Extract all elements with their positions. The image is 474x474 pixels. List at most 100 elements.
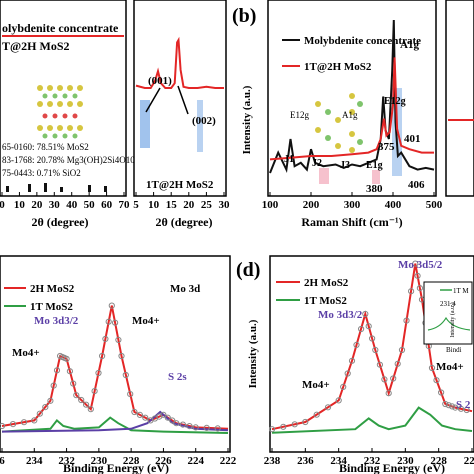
data-point-d xyxy=(376,361,383,368)
panel-label-b: (b) xyxy=(232,5,256,27)
x-tick-label-a-left: 40 xyxy=(66,199,78,211)
series-group-d xyxy=(268,260,473,434)
panel-a-right: (001) (002) 1T@2H MoS2 5 10 15 20 25 30 2θ (d… xyxy=(133,0,230,229)
x-tick-label-a-left: 20 xyxy=(31,199,43,211)
x-tick-label-a-left: 70 xyxy=(119,199,131,211)
x-tick-label-c: 6 xyxy=(0,455,5,467)
x-tick-label-a-left: 50 xyxy=(84,199,96,211)
legend-1t2h-a-right: 1T@2H MoS2 xyxy=(146,179,214,191)
peak-j1: J1 xyxy=(284,154,294,165)
peak-label-002: (002) xyxy=(192,115,216,127)
data-point-d xyxy=(385,390,392,397)
data-point-d xyxy=(268,426,276,433)
xlabel-d: Binding Energy (eV) xyxy=(339,461,445,474)
reference-sticks xyxy=(6,183,107,192)
data-point-c xyxy=(70,380,77,387)
xlabel-b: Raman Shift (cm⁻¹) xyxy=(301,215,402,229)
x-tick-label-d: 236 xyxy=(297,455,314,467)
data-point-d xyxy=(381,376,388,383)
data-point-c xyxy=(115,336,122,343)
data-point-c xyxy=(122,371,129,379)
panel-c-frame xyxy=(0,255,231,453)
data-point-d xyxy=(291,421,298,428)
peak-j3: J3 xyxy=(340,160,350,171)
data-point-c xyxy=(73,392,80,399)
peak-mo4-left-d: Mo4+ xyxy=(302,379,330,391)
series-line-d-1 xyxy=(271,406,473,434)
arrow-002 xyxy=(177,85,189,115)
x-tick-label-b: 400 xyxy=(385,199,402,211)
x-tick-label-d: 238 xyxy=(264,455,281,467)
data-point-d xyxy=(302,418,309,426)
xlabel-a-right: 2θ (degree) xyxy=(155,215,212,229)
data-point-c xyxy=(99,352,106,360)
raman-molecule-icon xyxy=(315,93,363,153)
peak-mo4-left-c: Mo4+ xyxy=(12,347,40,359)
x-tick-label-a-right: 25 xyxy=(201,199,213,211)
series-group-b xyxy=(269,19,435,174)
data-point-c xyxy=(142,414,149,421)
x-tick-label-d: 226 xyxy=(464,455,474,467)
data-point-c xyxy=(95,369,102,377)
data-point-c xyxy=(36,410,43,417)
data-point-d xyxy=(433,377,440,384)
ylabel-d: Intensity (a.u.) xyxy=(247,319,259,388)
data-point-c xyxy=(127,391,134,398)
data-point-d xyxy=(365,323,372,330)
panel-a-right-frame xyxy=(133,0,227,197)
legend-2h-c: 2H MoS2 xyxy=(30,283,75,295)
x-tick-label-c: 234 xyxy=(26,455,43,467)
peak-406: 406 xyxy=(408,179,425,191)
ylabel-b: Intensity (a.u.) xyxy=(241,85,253,154)
x-tick-label-a-right: 30 xyxy=(219,199,231,211)
highlight-002 xyxy=(197,100,203,152)
data-point-d xyxy=(412,260,419,267)
c-ticks: 6 234 232 230 228 226 224 222 xyxy=(0,448,237,467)
highlight-raman-pink-2 xyxy=(372,170,380,184)
data-point-d xyxy=(428,364,436,372)
x-tick-label-c: 224 xyxy=(187,455,204,467)
data-point-d xyxy=(372,346,379,354)
peak-mo3d32-d: Mo 3d3/2 xyxy=(318,309,363,321)
xlabel-c: Binding Energy (eV) xyxy=(63,461,169,474)
peak-label-001: (001) xyxy=(148,75,172,87)
x-tick-label-c: 230 xyxy=(91,455,108,467)
panel-a-left: olybdenite concentrate T@2H MoS2 65-0160… xyxy=(0,0,135,229)
inset-d: 1T M 231.4 Intensity (a.u.) Bindi xyxy=(423,281,473,354)
crystal-structure-icon xyxy=(37,85,83,139)
legend-2h-d: 2H MoS2 xyxy=(304,277,349,289)
data-point-d xyxy=(344,370,351,377)
data-point-d xyxy=(390,375,397,382)
peak-380: 380 xyxy=(366,183,383,195)
d-ticks: 238 236 234 232 230 228 226 xyxy=(264,448,474,467)
x-tick-label-a-left: 10 xyxy=(14,199,26,211)
panel-b: (b) Intensity (a.u.) Molybdenite concent… xyxy=(232,0,474,229)
inset-frame xyxy=(423,281,473,345)
data-point-d xyxy=(463,406,470,414)
data-point-c xyxy=(31,417,38,424)
peak-e12g-top: E12g xyxy=(384,96,406,107)
data-point-d xyxy=(369,335,376,342)
data-point-c xyxy=(0,422,6,430)
data-point-d xyxy=(457,405,465,412)
x-tick-label-a-right: 5 xyxy=(133,199,139,211)
x-tick-label-a-left: 0 xyxy=(0,199,5,211)
peak-s2-d: S 2 xyxy=(456,399,471,411)
series-line-d-0 xyxy=(271,263,473,431)
data-point-d xyxy=(340,383,347,390)
peak-mo4-right-d: Mo4+ xyxy=(436,361,464,373)
data-point-c xyxy=(192,424,199,431)
panel-d: (d) Intensity (a.u.) 2H MoS2 1T MoS2 Mo … xyxy=(236,255,474,474)
peak-e12g-inset: E12g xyxy=(290,110,309,120)
data-point-d xyxy=(313,411,320,418)
data-point-c xyxy=(105,318,112,325)
data-point-c xyxy=(118,352,125,360)
data-point-d xyxy=(358,325,365,333)
data-point-c xyxy=(9,421,17,428)
data-point-d xyxy=(403,317,410,324)
data-point-c xyxy=(186,423,193,430)
phase-annotation-1: 65-0160: 78.51% MoS2 xyxy=(2,142,89,152)
data-point-d xyxy=(353,341,360,348)
data-point-c xyxy=(102,335,109,342)
panel-c: 2H MoS2 1T MoS2 Mo 3d Mo 3d3/2 Mo4+ Mo4+… xyxy=(0,255,237,474)
